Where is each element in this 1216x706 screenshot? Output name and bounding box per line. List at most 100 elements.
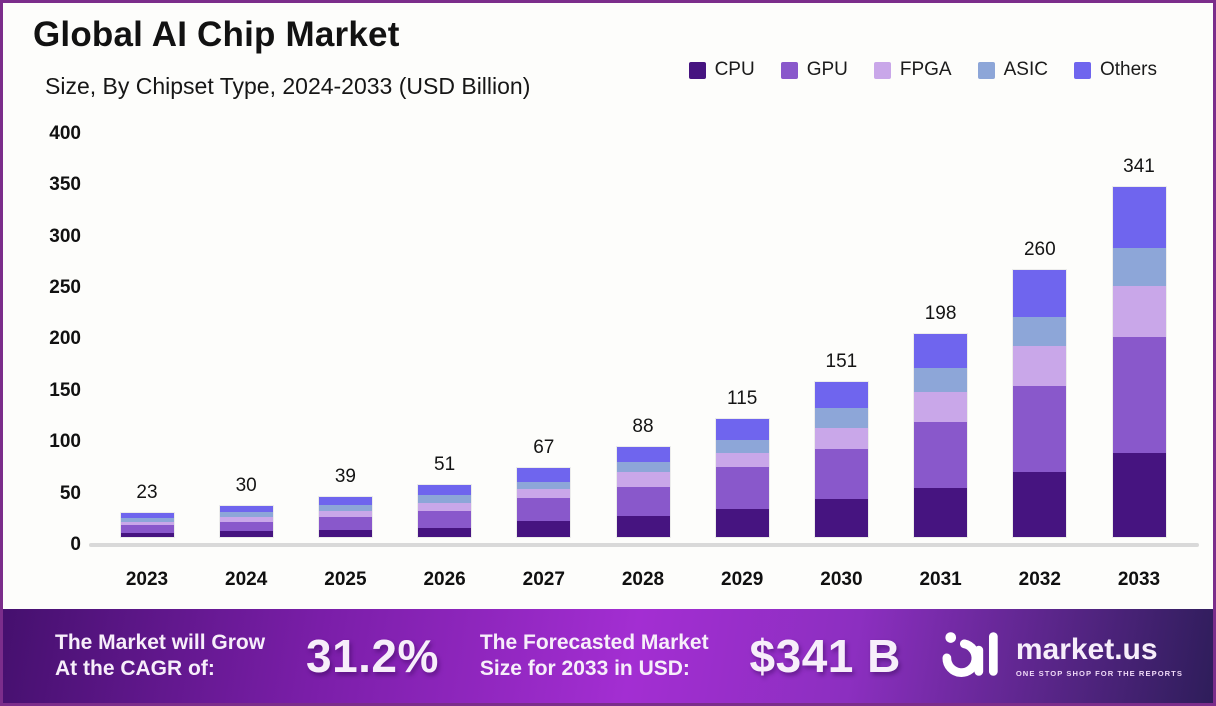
bar-total-label: 23 (136, 482, 158, 504)
cagr-label-line2: At the CAGR of: (55, 657, 215, 680)
legend-label: Others (1099, 59, 1157, 80)
y-axis-tick: 100 (49, 431, 81, 453)
bar-stack (517, 468, 571, 537)
bar-segment-asic (318, 504, 372, 511)
bar-segment-cpu (418, 527, 472, 537)
bar-segment-gpu (914, 421, 968, 488)
bar-segment-gpu (715, 467, 769, 510)
bar-2024: 30 (219, 475, 273, 537)
page-title: Global AI Chip Market (33, 15, 400, 54)
y-axis-tick: 250 (49, 277, 81, 298)
bar-2023: 23 (120, 482, 174, 537)
bar-segment-fpga (517, 488, 571, 498)
legend-item-others: Others (1073, 59, 1157, 81)
bar-segment-gpu (318, 516, 372, 530)
bar-stack (120, 513, 174, 537)
bar-2032: 260 (1013, 239, 1067, 537)
bar-segment-gpu (219, 521, 273, 532)
legend-swatch-icon (977, 61, 995, 79)
bar-segment-others (517, 468, 571, 482)
bar-segment-cpu (715, 509, 769, 537)
bar-segment-cpu (1112, 452, 1166, 537)
bar-total-label: 30 (235, 475, 257, 497)
bar-stack (914, 333, 968, 537)
bar-segment-cpu (517, 520, 571, 537)
forecast-value: $341 B (749, 630, 901, 682)
x-axis-label-2023: 2023 (125, 569, 169, 590)
bar-segment-fpga (914, 392, 968, 422)
x-axis-label-2032: 2032 (1018, 569, 1061, 590)
bar-segment-fpga (318, 510, 372, 517)
bar-segment-gpu (1013, 385, 1067, 473)
bar-2033: 341 (1112, 156, 1166, 537)
cagr-label: The Market will Grow At the CAGR of: (55, 630, 265, 683)
bar-2027: 67 (517, 437, 571, 537)
legend-item-gpu: GPU (780, 59, 848, 81)
bar-stack (814, 381, 868, 537)
bar-segment-asic (1013, 317, 1067, 346)
bar-2030: 151 (814, 351, 868, 537)
legend-label: GPU (806, 59, 848, 80)
bar-2029: 115 (715, 388, 769, 537)
brand-logo: market.us ONE STOP SHOP FOR THE REPORTS (942, 628, 1183, 685)
bar-segment-cpu (1013, 472, 1067, 537)
bar-total-label: 39 (334, 465, 356, 487)
bar-segment-others (616, 446, 670, 462)
bar-plot-area: 23 2023 30 2024 39 2025 51 2026 67 2027 88 2028 115 2… (3, 3, 1213, 703)
bar-stack (418, 484, 472, 537)
bar-stack (715, 418, 769, 537)
bar-stack (219, 506, 273, 537)
bar-segment-asic (120, 518, 174, 522)
bar-segment-asic (517, 481, 571, 489)
footer-banner: The Market will Grow At the CAGR of: 31.… (3, 609, 1213, 703)
bar-segment-fpga (120, 521, 174, 526)
cagr-value: 31.2% (305, 630, 439, 682)
bar-segment-cpu (318, 529, 372, 537)
legend-label: FPGA (899, 59, 952, 80)
x-axis-label-2029: 2029 (721, 569, 764, 590)
x-axis-label-2027: 2027 (522, 569, 565, 590)
x-axis-label-2033: 2033 (1117, 569, 1161, 590)
bar-segment-others (715, 418, 769, 441)
legend-swatch-icon (688, 61, 706, 79)
marketus-logo-icon (942, 628, 1004, 685)
bar-2026: 51 (418, 454, 472, 537)
bar-segment-cpu (219, 531, 273, 537)
bar-segment-fpga (219, 516, 273, 522)
x-axis-label-2030: 2030 (820, 569, 863, 590)
bar-segment-others (814, 381, 868, 408)
x-axis-label-2031: 2031 (919, 569, 962, 590)
legend-item-cpu: CPU (688, 59, 755, 81)
bar-segment-gpu (517, 497, 571, 521)
bar-total-label: 341 (1123, 155, 1155, 177)
bar-stack (318, 496, 372, 537)
bar-total-label: 51 (434, 453, 456, 475)
bar-total-label: 198 (924, 302, 957, 324)
bar-segment-fpga (814, 428, 868, 449)
bar-segment-asic (418, 494, 472, 504)
bar-2031: 198 (914, 303, 968, 537)
bar-segment-others (914, 333, 968, 369)
y-axis-tick: 50 (59, 482, 81, 504)
x-axis-baseline (89, 543, 1199, 547)
bar-segment-fpga (616, 472, 670, 487)
bar-2025: 39 (318, 466, 372, 537)
bar-segment-cpu (814, 498, 868, 537)
x-axis-label-2026: 2026 (423, 569, 466, 590)
bar-2028: 88 (616, 416, 670, 537)
bar-segment-gpu (1112, 336, 1166, 453)
brand-tagline: ONE STOP SHOP FOR THE REPORTS (1015, 668, 1183, 678)
bar-segment-others (120, 513, 174, 518)
bar-segment-others (318, 496, 372, 505)
y-axis: 0 50 100 150 200 250 300 350 400 (3, 3, 81, 703)
bar-total-label: 88 (632, 415, 654, 437)
bar-segment-asic (616, 462, 670, 473)
bar-segment-asic (219, 512, 273, 517)
brand-name: market.us (1015, 632, 1158, 666)
page-subtitle: Size, By Chipset Type, 2024-2033 (USD Bi… (45, 73, 531, 99)
bar-segment-cpu (616, 516, 670, 537)
bar-total-label: 115 (727, 387, 758, 409)
bar-segment-gpu (120, 525, 174, 533)
x-axis-label-2025: 2025 (324, 569, 367, 590)
